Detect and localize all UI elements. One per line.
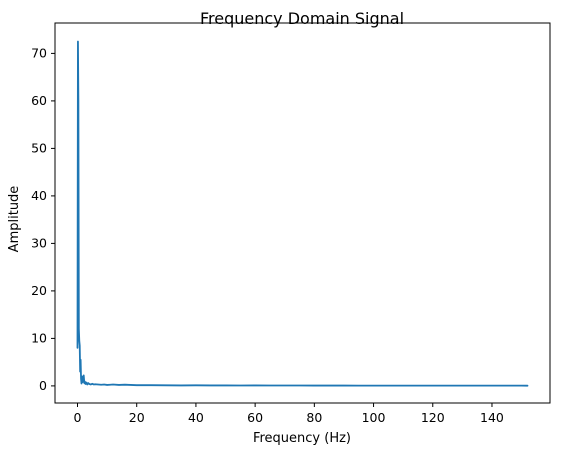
x-tick-label: 60 <box>247 410 263 425</box>
y-axis-label: Amplitude <box>7 186 22 253</box>
x-tick-label: 120 <box>421 410 445 425</box>
x-tick-label: 100 <box>362 410 386 425</box>
x-axis-ticks: 0 20 40 60 80 100 120 140 <box>74 403 504 425</box>
x-tick-label: 140 <box>480 410 504 425</box>
x-tick-label: 20 <box>129 410 145 425</box>
chart-title: Frequency Domain Signal <box>200 9 404 28</box>
x-tick-label: 0 <box>74 410 82 425</box>
y-tick-label: 70 <box>31 45 47 60</box>
x-axis-label: Frequency (Hz) <box>253 431 351 446</box>
plot-frame <box>54 22 551 404</box>
series-line <box>76 40 529 387</box>
y-tick-label: 50 <box>31 140 47 155</box>
y-tick-label: 10 <box>31 330 47 345</box>
x-tick-label: 40 <box>188 410 204 425</box>
x-tick-label: 80 <box>306 410 322 425</box>
y-tick-label: 30 <box>31 235 47 250</box>
plot-area: 0 20 40 60 80 100 120 140 0 10 20 30 40 50 60 70 <box>31 22 551 425</box>
series-layer <box>76 40 529 387</box>
y-tick-label: 20 <box>31 283 47 298</box>
y-tick-label: 60 <box>31 93 47 108</box>
y-tick-label: 0 <box>39 378 47 393</box>
y-axis-ticks: 0 10 20 30 40 50 60 70 <box>31 45 55 393</box>
y-tick-label: 40 <box>31 188 47 203</box>
